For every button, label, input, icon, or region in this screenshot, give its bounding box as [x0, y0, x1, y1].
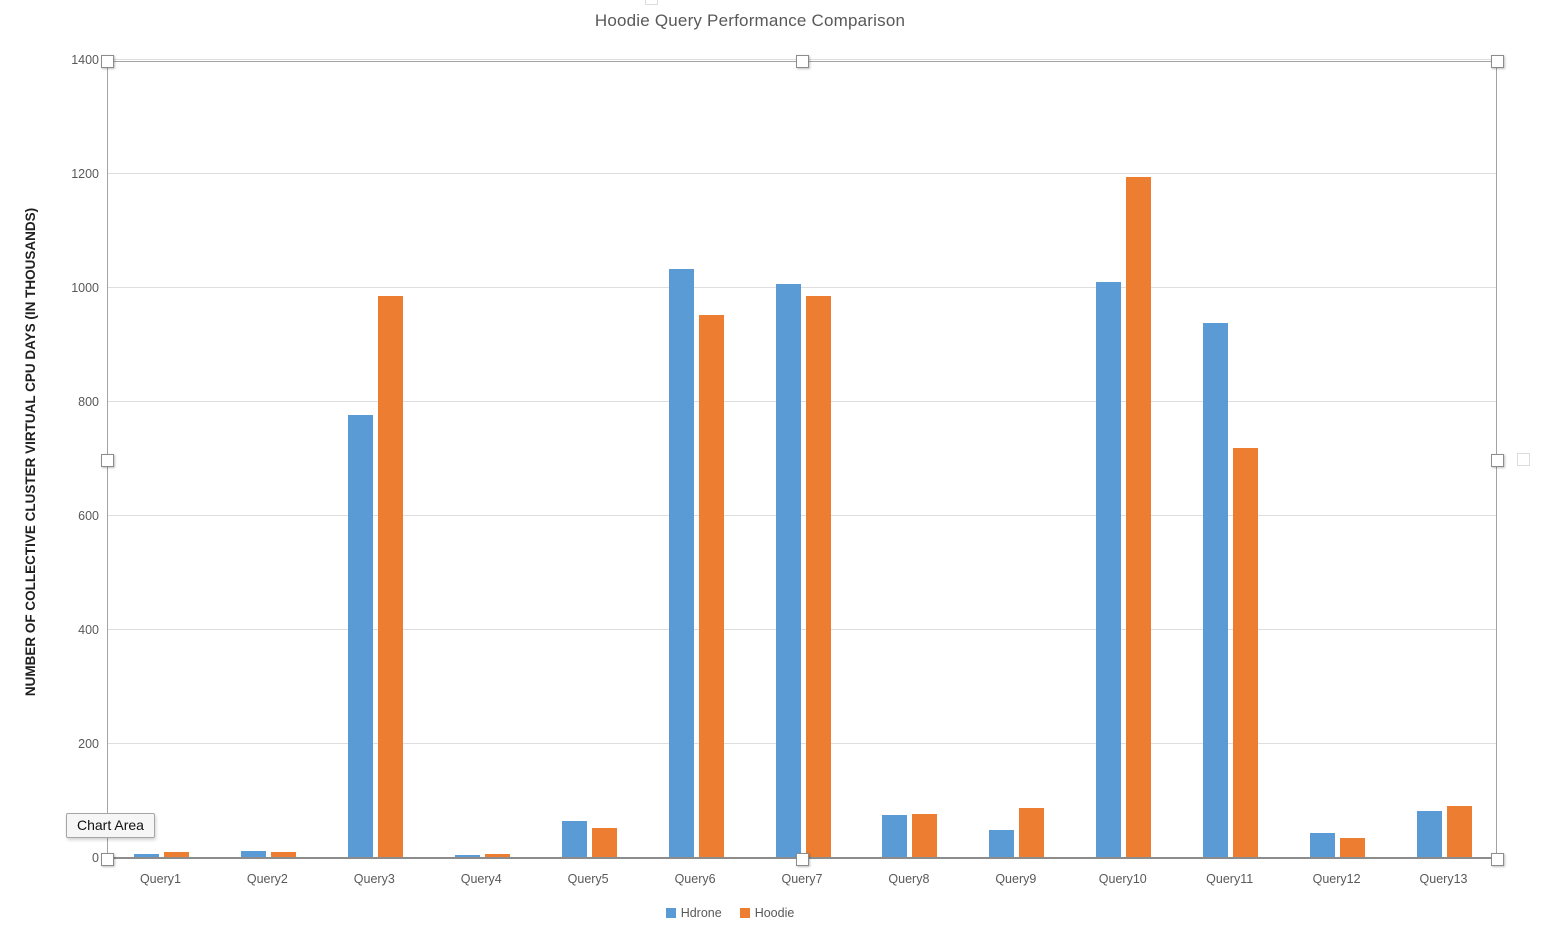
resize-handle-middle-left[interactable] [100, 453, 114, 467]
bar-hoodie-query4[interactable] [484, 854, 510, 857]
legend-item-hoodie[interactable]: Hoodie [739, 906, 795, 920]
x-label-query6: Query6 [674, 872, 716, 886]
bar-hoodie-query10[interactable] [1126, 177, 1152, 857]
y-tick-label-0: 0 [92, 851, 99, 865]
legend-label: Hdrone [680, 906, 722, 920]
bar-hoodie-query11[interactable] [1233, 447, 1259, 857]
gridline-y-400 [108, 629, 1496, 630]
bar-hoodie-query5[interactable] [591, 827, 617, 857]
y-tick-label-800: 800 [78, 395, 99, 409]
bar-hoodie-query2[interactable] [270, 851, 296, 857]
gridline-y-1000 [108, 287, 1496, 288]
x-label-query9: Query9 [995, 872, 1037, 886]
legend-item-hdrone[interactable]: Hdrone [665, 906, 722, 920]
bar-hoodie-query9[interactable] [1019, 807, 1045, 857]
resize-handle-bottom-left[interactable] [100, 852, 114, 866]
y-tick-label-1000: 1000 [71, 281, 99, 295]
y-tick-label-1400: 1400 [71, 53, 99, 67]
bar-hdrone-query5[interactable] [561, 821, 587, 857]
x-label-query5: Query5 [567, 872, 609, 886]
resize-handle-top-right[interactable] [1490, 54, 1504, 68]
x-label-query10: Query10 [1098, 872, 1147, 886]
bar-hdrone-query1[interactable] [133, 854, 159, 857]
x-label-query4: Query4 [460, 872, 502, 886]
gridline-y-800 [108, 401, 1496, 402]
bar-hdrone-query9[interactable] [989, 830, 1015, 857]
bar-hdrone-query8[interactable] [882, 814, 908, 857]
bar-hoodie-query13[interactable] [1447, 805, 1473, 857]
bar-hoodie-query1[interactable] [163, 852, 189, 857]
chart-title[interactable]: Hoodie Query Performance Comparison [594, 11, 906, 30]
y-tick-label-600: 600 [78, 509, 99, 523]
bar-hoodie-query3[interactable] [377, 295, 403, 857]
resize-handle-top-center[interactable] [795, 54, 809, 68]
bar-hdrone-query11[interactable] [1203, 323, 1229, 857]
resize-handle-top-left[interactable] [100, 54, 114, 68]
gridline-y-200 [108, 743, 1496, 744]
y-tick-label-1200: 1200 [71, 167, 99, 181]
resize-handle-middle-right[interactable] [1490, 453, 1504, 467]
legend: Hdrone Hoodie [0, 906, 1460, 920]
bar-hdrone-query10[interactable] [1096, 282, 1122, 857]
y-axis-title[interactable]: NUMBER OF COLLECTIVE CLUSTER VIRTUAL CPU… [23, 207, 38, 697]
chart-area-tooltip: Chart Area [66, 813, 155, 838]
bar-hoodie-query7[interactable] [805, 295, 831, 857]
bar-hoodie-query8[interactable] [912, 813, 938, 857]
plot-area[interactable] [107, 59, 1497, 859]
bar-hdrone-query12[interactable] [1310, 833, 1336, 857]
x-label-query8: Query8 [888, 872, 930, 886]
gridline-y-1200 [108, 173, 1496, 174]
bar-hdrone-query13[interactable] [1417, 810, 1443, 857]
x-label-query3: Query3 [353, 872, 395, 886]
bar-hdrone-query6[interactable] [668, 269, 694, 857]
legend-swatch-icon [665, 908, 676, 918]
resize-handle-outer-middle-right[interactable] [1517, 453, 1530, 466]
y-tick-label-400: 400 [78, 623, 99, 637]
resize-handle-bottom-center[interactable] [795, 852, 809, 866]
x-label-query13: Query13 [1419, 872, 1468, 886]
bar-hoodie-query12[interactable] [1340, 838, 1366, 857]
x-label-query11: Query11 [1206, 872, 1254, 886]
bar-hoodie-query6[interactable] [698, 314, 724, 857]
bar-hdrone-query3[interactable] [347, 414, 373, 857]
x-label-query7: Query7 [781, 872, 823, 886]
resize-handle-outer-top-center[interactable] [645, 0, 658, 5]
gridline-y-600 [108, 515, 1496, 516]
legend-swatch-icon [739, 908, 750, 918]
y-tick-label-200: 200 [78, 737, 99, 751]
bar-hdrone-query4[interactable] [454, 854, 480, 857]
bar-hdrone-query7[interactable] [775, 284, 801, 857]
x-label-query12: Query12 [1312, 872, 1361, 886]
legend-label: Hoodie [754, 906, 795, 920]
bar-hdrone-query2[interactable] [240, 851, 266, 857]
resize-handle-bottom-right[interactable] [1490, 852, 1504, 866]
x-label-query1: Query1 [139, 872, 181, 886]
x-label-query2: Query2 [246, 872, 288, 886]
